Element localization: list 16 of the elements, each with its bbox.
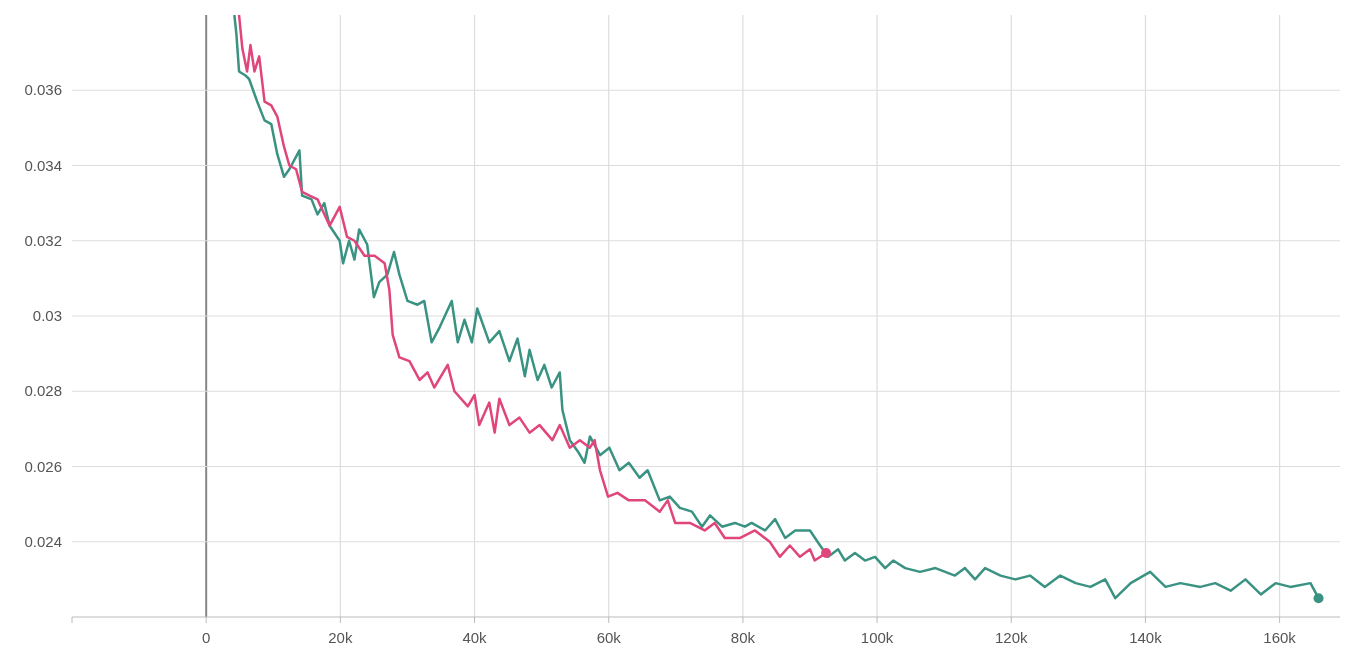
x-tick-label: 0 <box>202 629 211 646</box>
y-tick-label: 0.03 <box>32 307 62 324</box>
x-tick-label: 100k <box>860 629 894 646</box>
x-tick-label: 60k <box>596 629 622 646</box>
x-tick-label: 80k <box>730 629 756 646</box>
x-tick-label: 160k <box>1263 629 1297 646</box>
y-tick-label: 0.032 <box>24 231 62 249</box>
y-tick-label: 0.026 <box>24 457 62 475</box>
y-tick-label: 0.024 <box>24 532 62 550</box>
x-tick-label: 20k <box>328 629 353 646</box>
y-tick-label: 0.034 <box>24 156 62 174</box>
x-tick-label: 120k <box>994 629 1029 646</box>
x-tick-label: 140k <box>1129 629 1163 646</box>
y-tick-label: 0.028 <box>24 382 62 400</box>
x-tick-label: 40k <box>462 629 488 646</box>
y-tick-label: 0.036 <box>24 81 62 99</box>
